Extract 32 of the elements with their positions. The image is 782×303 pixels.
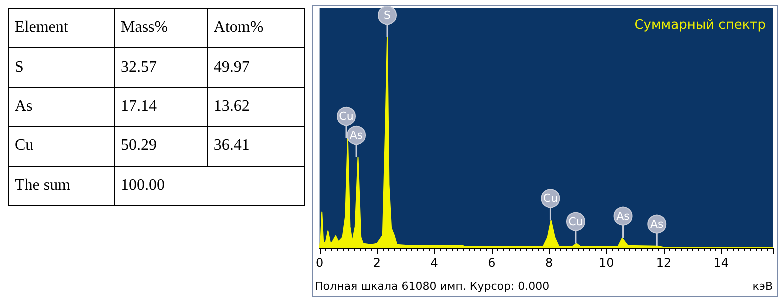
- text: 36.41: [214, 137, 250, 154]
- category-label: Element: [8, 8, 114, 48]
- text: 32.57: [120, 58, 157, 76]
- annotation: As: [350, 128, 364, 142]
- text: 50.29: [120, 137, 157, 154]
- text: 17.14: [120, 98, 157, 115]
- chart-title: Суммарный спектр: [634, 18, 766, 33]
- x-tick-label: 6: [488, 256, 496, 270]
- text: S: [15, 58, 24, 76]
- category-label: Mass%: [114, 8, 208, 48]
- x-tick-label: 4: [430, 256, 438, 270]
- x-tick-label: 14: [714, 256, 730, 270]
- category-label: Atom%: [207, 8, 304, 48]
- x-tick-label: 12: [656, 256, 672, 270]
- text: 13.62: [214, 98, 250, 115]
- annotation: Cu: [543, 192, 558, 206]
- text: Полная шкала 61080 имп. Курсор: 0.000: [315, 280, 550, 293]
- annotation: S: [384, 8, 392, 22]
- annotation: Cu: [339, 110, 354, 124]
- x-tick-label: 2: [373, 256, 382, 270]
- annotation: As: [616, 210, 630, 223]
- x-axis-title: кэВ: [752, 280, 774, 293]
- annotation: Cu: [568, 215, 584, 228]
- annotation: As: [650, 218, 664, 231]
- text: 49.97: [214, 58, 250, 76]
- text: The sum: [15, 176, 71, 194]
- x-tick-label: 10: [599, 256, 614, 270]
- text: Cu: [15, 137, 34, 154]
- text: 100.00: [120, 176, 165, 194]
- text: As: [15, 98, 33, 115]
- x-tick-label: 0: [316, 256, 324, 270]
- x-tick-label: 8: [545, 256, 554, 270]
